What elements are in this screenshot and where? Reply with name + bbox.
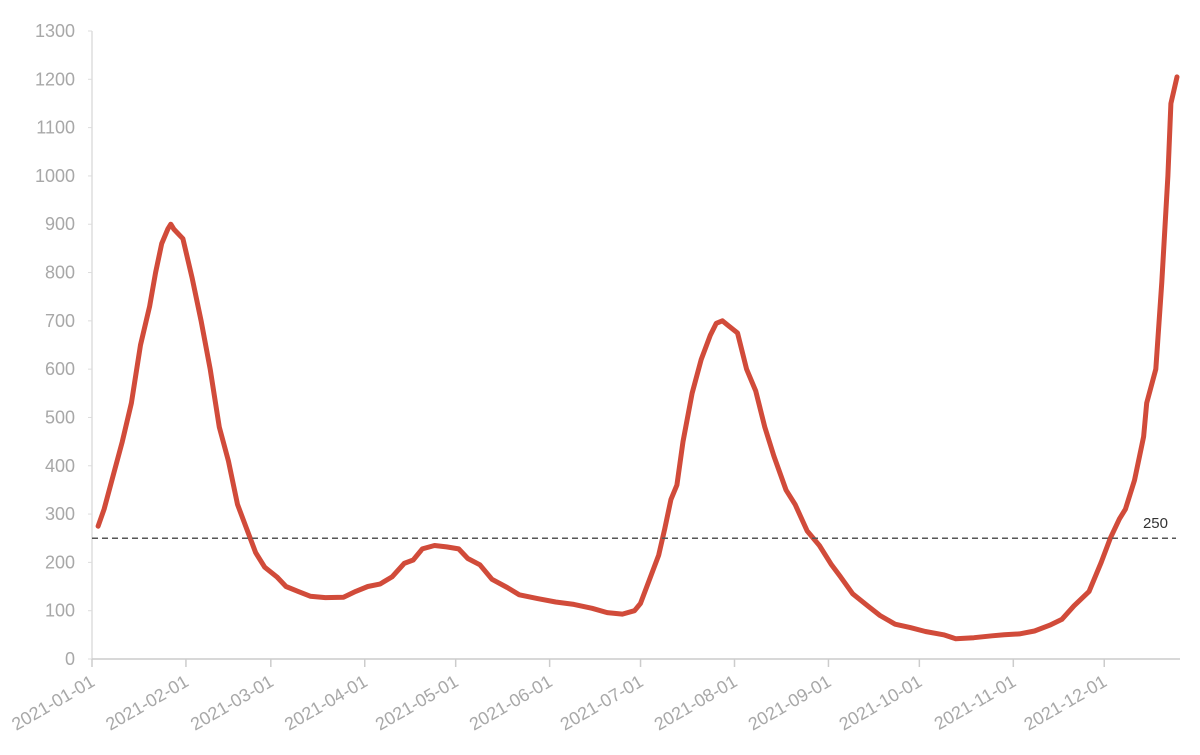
x-tick-label: 2021-04-01 (281, 671, 371, 734)
x-tick-label: 2021-07-01 (557, 671, 647, 734)
y-tick-label: 1000 (35, 166, 75, 186)
y-tick-label: 0 (65, 649, 75, 669)
x-tick-label: 2021-12-01 (1020, 671, 1110, 734)
x-tick-label: 2021-06-01 (466, 671, 556, 734)
data-line (95, 74, 1180, 642)
y-tick-label: 400 (45, 456, 75, 476)
reference-label: 250 (1143, 515, 1168, 532)
y-tick-label: 900 (45, 214, 75, 234)
y-tick-label: 1200 (35, 69, 75, 89)
y-tick-label: 600 (45, 359, 75, 379)
y-tick-label: 700 (45, 311, 75, 331)
x-tick-label: 2021-05-01 (372, 671, 462, 734)
y-tick-label: 300 (45, 504, 75, 524)
x-tick-label: 2021-11-01 (931, 671, 1020, 734)
x-tick-label: 2021-02-01 (102, 671, 192, 734)
x-tick-label: 2021-03-01 (187, 671, 277, 734)
y-tick-label: 1100 (36, 118, 75, 138)
x-tick-label: 2021-01-01 (8, 671, 98, 734)
y-tick-label: 200 (45, 552, 75, 572)
y-tick-label: 100 (45, 601, 75, 621)
x-tick-label: 2021-09-01 (745, 671, 835, 734)
x-tick-label: 2021-08-01 (651, 671, 741, 734)
y-tick-label: 1300 (35, 21, 75, 41)
x-tick-label: 2021-10-01 (836, 671, 926, 734)
y-tick-label: 500 (45, 407, 75, 427)
y-tick-label: 800 (45, 263, 75, 283)
